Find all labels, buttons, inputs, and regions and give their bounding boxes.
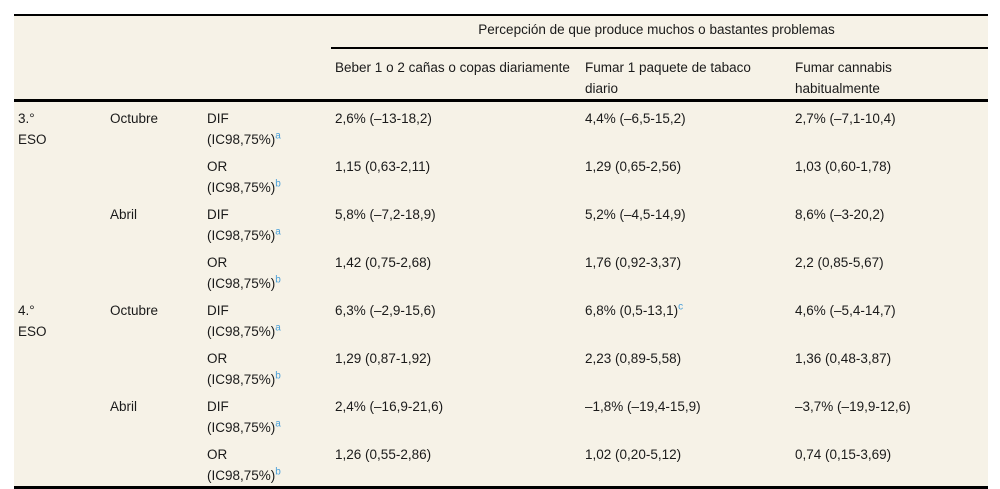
ci-label: (IC98,75%)a bbox=[207, 226, 281, 243]
stat-cell: OR (IC98,75%)b bbox=[203, 150, 331, 198]
grade-cell: 3.° ESO bbox=[14, 101, 106, 151]
column-header-beber: Beber 1 o 2 cañas o copas diariamente bbox=[331, 48, 582, 102]
stat-label: OR bbox=[207, 351, 228, 366]
month-label: Abril bbox=[110, 207, 138, 222]
value-cell: 1,03 (0,60-1,78) bbox=[795, 159, 892, 174]
ci-label: (IC98,75%)b bbox=[207, 274, 281, 291]
value-cell: 2,2 (0,85-5,67) bbox=[795, 255, 884, 270]
grade-label: 4.° ESO bbox=[18, 303, 47, 339]
ci-label: (IC98,75%)b bbox=[207, 178, 281, 195]
stat-cell: DIF (IC98,75%)a bbox=[203, 198, 331, 246]
value-cell: 2,23 (0,89-5,58) bbox=[585, 351, 682, 366]
value-cell: –3,7% (–19,9-12,6) bbox=[795, 399, 911, 414]
stat-cell: DIF (IC98,75%)a bbox=[203, 390, 331, 438]
ci-label: (IC98,75%)a bbox=[207, 130, 281, 147]
month-cell bbox=[106, 438, 203, 488]
value-cell: 4,6% (–5,4-14,7) bbox=[795, 303, 896, 318]
stat-label: OR bbox=[207, 159, 228, 174]
footnote-marker: b bbox=[275, 178, 281, 190]
value-cell: 6,3% (–2,9-15,6) bbox=[335, 303, 436, 318]
table-row: OR (IC98,75%)b 1,29 (0,87-1,92) 2,23 (0,… bbox=[14, 342, 988, 390]
grade-cell bbox=[14, 150, 106, 198]
stat-label: DIF bbox=[207, 207, 229, 222]
value-cell: 6,8% (0,5-13,1)c bbox=[585, 301, 684, 318]
stat-cell: OR (IC98,75%)b bbox=[203, 438, 331, 488]
span-header-row: Percepción de que produce muchos o basta… bbox=[14, 15, 989, 49]
table-row: Abril DIF (IC98,75%)a 5,8% (–7,2-18,9) 5… bbox=[14, 198, 988, 246]
header-spacer bbox=[14, 48, 106, 102]
grade-cell bbox=[14, 198, 106, 246]
month-label: Octubre bbox=[110, 303, 159, 318]
table-row: OR (IC98,75%)b 1,42 (0,75-2,68) 1,76 (0,… bbox=[14, 246, 988, 294]
table-row: 3.° ESO Octubre DIF (IC98,75%)a 2,6% (–1… bbox=[14, 101, 988, 151]
grade-cell: 4.° ESO bbox=[14, 294, 106, 342]
table-panel: Percepción de que produce muchos o basta… bbox=[14, 14, 989, 489]
month-cell: Octubre bbox=[106, 101, 203, 151]
table-row: OR (IC98,75%)b 1,15 (0,63-2,11) 1,29 (0,… bbox=[14, 150, 988, 198]
value-cell: 0,74 (0,15-3,69) bbox=[795, 447, 892, 462]
stat-cell: OR (IC98,75%)b bbox=[203, 246, 331, 294]
stat-label: DIF bbox=[207, 399, 229, 414]
value-cell: 1,42 (0,75-2,68) bbox=[335, 255, 432, 270]
grade-label: 3.° ESO bbox=[18, 111, 47, 147]
footnote-marker: a bbox=[275, 226, 281, 238]
month-cell: Abril bbox=[106, 390, 203, 438]
value-cell: 2,4% (–16,9-21,6) bbox=[335, 399, 444, 414]
value-cell: 2,7% (–7,1-10,4) bbox=[795, 111, 896, 126]
column-header-cannabis: Fumar cannabis habitualmente bbox=[791, 48, 989, 102]
value-cell: 1,29 (0,65-2,56) bbox=[585, 159, 682, 174]
value-cell: –1,8% (–19,4-15,9) bbox=[585, 399, 701, 414]
value-cell: 4,4% (–6,5-15,2) bbox=[585, 111, 686, 126]
month-cell: Abril bbox=[106, 198, 203, 246]
stat-cell: DIF (IC98,75%)a bbox=[203, 294, 331, 342]
stat-label: OR bbox=[207, 447, 228, 462]
column-header-row: Beber 1 o 2 cañas o copas diariamente Fu… bbox=[14, 48, 989, 102]
value-cell: 1,29 (0,87-1,92) bbox=[335, 351, 432, 366]
grade-cell bbox=[14, 390, 106, 438]
month-cell bbox=[106, 150, 203, 198]
ci-label: (IC98,75%)a bbox=[207, 322, 281, 339]
value-cell: 5,8% (–7,2-18,9) bbox=[335, 207, 436, 222]
footnote-marker: b bbox=[275, 274, 281, 286]
ci-label: (IC98,75%)a bbox=[207, 418, 281, 435]
stat-cell: DIF (IC98,75%)a bbox=[203, 101, 331, 151]
month-cell: Octubre bbox=[106, 294, 203, 342]
month-label: Octubre bbox=[110, 111, 159, 126]
grade-cell bbox=[14, 342, 106, 390]
footnote-marker: a bbox=[275, 130, 281, 142]
table-row: Abril DIF (IC98,75%)a 2,4% (–16,9-21,6) … bbox=[14, 390, 988, 438]
value-cell: 1,02 (0,20-5,12) bbox=[585, 447, 682, 462]
span-header-spacer bbox=[14, 15, 331, 48]
ci-label: (IC98,75%)b bbox=[207, 370, 281, 387]
stat-label: DIF bbox=[207, 111, 229, 126]
month-cell bbox=[106, 246, 203, 294]
stat-label: DIF bbox=[207, 303, 229, 318]
footnote-marker: c bbox=[678, 301, 684, 313]
stat-cell: OR (IC98,75%)b bbox=[203, 342, 331, 390]
results-table: Percepción de que produce muchos o basta… bbox=[14, 14, 989, 489]
column-header-tabaco: Fumar 1 paquete de tabaco diario bbox=[581, 48, 792, 102]
stat-label: OR bbox=[207, 255, 228, 270]
header-spacer bbox=[106, 48, 203, 102]
month-label: Abril bbox=[110, 399, 138, 414]
value-cell: 8,6% (–3-20,2) bbox=[795, 207, 885, 222]
footnote-marker: b bbox=[275, 466, 281, 478]
table-row: 4.° ESO Octubre DIF (IC98,75%)a 6,3% (–2… bbox=[14, 294, 988, 342]
value-cell: 5,2% (–4,5-14,9) bbox=[585, 207, 686, 222]
value-cell: 2,6% (–13-18,2) bbox=[335, 111, 432, 126]
grade-cell bbox=[14, 438, 106, 488]
grade-cell bbox=[14, 246, 106, 294]
footnote-marker: a bbox=[275, 418, 281, 430]
table-row: OR (IC98,75%)b 1,26 (0,55-2,86) 1,02 (0,… bbox=[14, 438, 988, 488]
header-spacer bbox=[203, 48, 332, 102]
value-cell: 1,15 (0,63-2,11) bbox=[335, 159, 431, 174]
value-cell: 1,26 (0,55-2,86) bbox=[335, 447, 432, 462]
footnote-marker: a bbox=[275, 322, 281, 334]
value-cell: 1,76 (0,92-3,37) bbox=[585, 255, 682, 270]
month-cell bbox=[106, 342, 203, 390]
value-cell: 1,36 (0,48-3,87) bbox=[795, 351, 892, 366]
footnote-marker: b bbox=[275, 370, 281, 382]
span-header: Percepción de que produce muchos o basta… bbox=[331, 15, 989, 49]
